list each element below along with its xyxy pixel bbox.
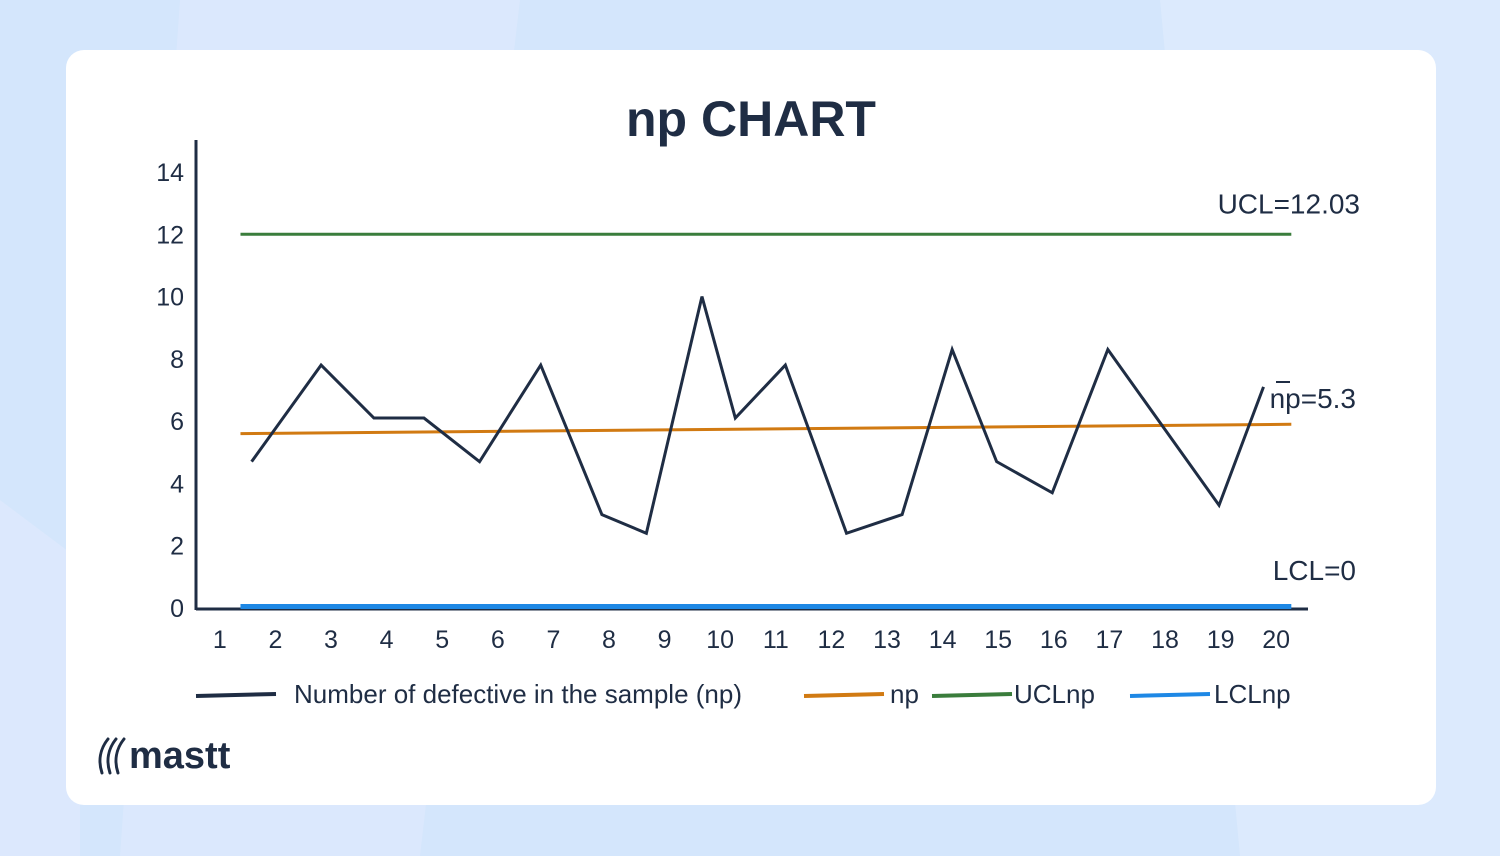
lcl-annotation: LCL=0 (1273, 555, 1356, 586)
y-tick-label: 8 (170, 346, 184, 374)
legend-swatch-1 (803, 692, 885, 698)
x-tick-label: 18 (1151, 626, 1179, 654)
x-tick-label: 20 (1262, 626, 1290, 654)
chart-title: np CHART (626, 91, 876, 147)
series-np-line (240, 422, 1292, 436)
ucl-annotation: UCL=12.03 (1218, 188, 1360, 219)
chart-card: np CHART 0 2 4 6 8 10 12 14 1 2 3 4 5 6 7 8 9 10 11 12 13 14 1… (66, 50, 1436, 805)
x-tick-label: 5 (435, 626, 449, 654)
np-annotation: np=5.3 (1270, 383, 1356, 414)
legend-label-0: Number of defective in the sample (np) (294, 679, 742, 709)
x-tick-label: 13 (873, 626, 901, 654)
x-tick-label: 7 (546, 626, 560, 654)
series-number-of-defective-in-the-sample-np-line (250, 296, 1265, 536)
x-tick-label: 15 (984, 626, 1012, 654)
mastt-logo-icon (98, 737, 126, 775)
legend: Number of defective in the sample (np) np… (195, 679, 1291, 709)
legend-swatch-2 (931, 692, 1013, 698)
legend-swatch-3 (1129, 692, 1211, 698)
x-tick-label: 16 (1040, 626, 1068, 654)
y-tick-label: 4 (170, 470, 184, 498)
x-tick-label: 9 (658, 626, 672, 654)
legend-label-3: LCLnp (1214, 679, 1291, 709)
legend-label-2: UCLnp (1014, 679, 1095, 709)
y-tick-label: 0 (170, 595, 184, 623)
y-tick-label: 2 (170, 533, 184, 561)
logo-text: mastt (129, 735, 231, 777)
x-tick-label: 4 (380, 626, 394, 654)
y-tick-label: 6 (170, 408, 184, 436)
x-tick-label: 17 (1095, 626, 1123, 654)
x-tick-label: 11 (763, 626, 789, 654)
x-tick-label: 14 (929, 626, 957, 654)
y-tick-label: 12 (156, 221, 184, 249)
series-layer (240, 232, 1292, 609)
legend-swatch-0 (195, 692, 277, 698)
x-tick-label: 12 (817, 626, 845, 654)
y-tick-label: 10 (156, 284, 184, 312)
x-tick-label: 8 (602, 626, 616, 654)
x-tick-label: 10 (706, 626, 734, 654)
x-tick-label: 1 (213, 626, 227, 654)
annotations: UCL=12.03 np=5.3 LCL=0 (1218, 188, 1360, 586)
x-tick-label: 6 (491, 626, 505, 654)
y-tick-label: 14 (156, 159, 184, 187)
x-tick-label: 19 (1207, 626, 1235, 654)
legend-label-1: np (890, 679, 919, 709)
x-tick-label: 3 (324, 626, 338, 654)
x-tick-label: 2 (268, 626, 282, 654)
mastt-logo: mastt (98, 735, 231, 777)
